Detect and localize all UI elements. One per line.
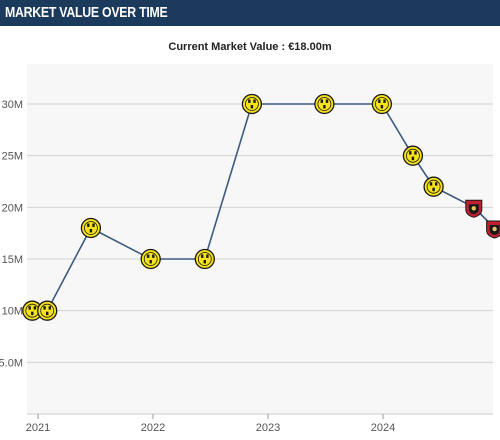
bvb-crest-icon[interactable]	[241, 93, 263, 115]
plot-area	[27, 64, 493, 414]
x-tick-label: 2024	[371, 422, 395, 434]
x-tick-label: 2022	[141, 422, 165, 434]
header-bar: MARKET VALUE OVER TIME	[0, 0, 500, 26]
y-tick-label: 15M	[2, 254, 23, 266]
bvb-crest-icon[interactable]	[37, 300, 58, 321]
nice-crest-icon[interactable]	[465, 199, 483, 218]
y-tick-label: 10M	[2, 306, 23, 318]
bvb-crest-icon[interactable]	[314, 93, 335, 115]
bvb-crest-icon[interactable]	[423, 176, 444, 197]
section-title: MARKET VALUE OVER TIME	[5, 4, 168, 21]
bvb-crest-icon[interactable]	[140, 248, 161, 270]
axis-layer: 5.0M 10M 15M 20M 25M 30M 2021 2022 2023 2024	[0, 99, 493, 434]
y-tick-label: 25M	[2, 151, 23, 163]
chart-subtitle: Current Market Value : €18.00m	[168, 41, 332, 53]
bvb-crest-icon[interactable]	[194, 248, 215, 270]
y-tick-label: 30M	[2, 99, 23, 111]
bvb-crest-icon[interactable]	[402, 145, 424, 166]
y-tick-label: 20M	[2, 202, 23, 214]
bvb-crest-icon[interactable]	[371, 93, 393, 115]
x-tick-label: 2021	[26, 422, 50, 434]
bvb-crest-icon[interactable]	[80, 217, 102, 239]
point-layer	[22, 93, 500, 321]
y-tick-label: 5.0M	[0, 357, 23, 369]
x-tick-label: 2023	[256, 422, 280, 434]
nice-crest-icon[interactable]	[486, 220, 500, 239]
